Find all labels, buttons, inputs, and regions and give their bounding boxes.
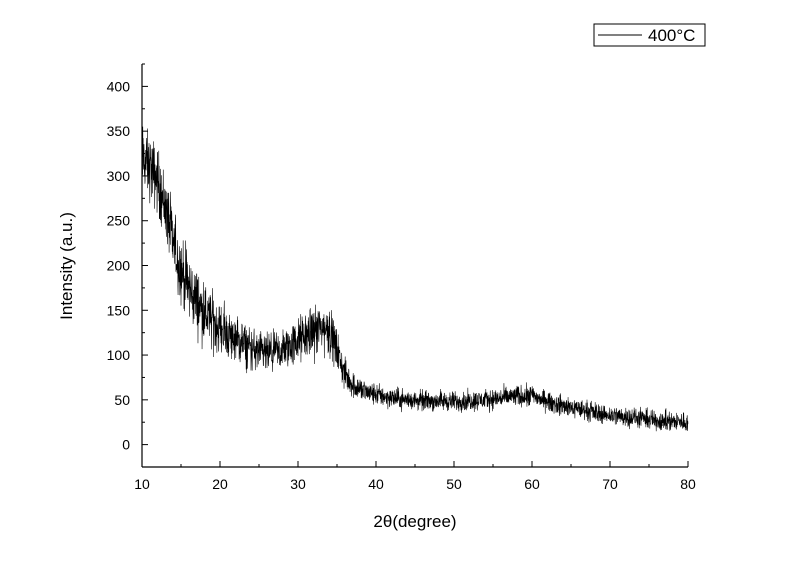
legend-label: 400°C (648, 26, 695, 45)
series-layer (141, 126, 689, 432)
y-tick-label: 400 (107, 78, 131, 94)
series-line-400C (141, 126, 689, 432)
y-tick-label: 350 (107, 123, 131, 139)
x-tick-label: 10 (134, 476, 150, 492)
x-tick-label: 60 (524, 476, 540, 492)
ticks-layer: 10 20 30 40 50 60 70 80 0 50 100 150 200 250 300 350 400 (107, 63, 696, 492)
legend-box (593, 23, 706, 47)
x-tick-label: 30 (290, 476, 306, 492)
legend: 400°C (593, 23, 706, 47)
x-tick-label: 80 (680, 476, 696, 492)
y-tick-label: 0 (122, 437, 130, 453)
y-tick-label: 50 (114, 392, 130, 408)
x-tick-label: 40 (368, 476, 384, 492)
x-tick-label: 70 (602, 476, 618, 492)
x-axis-title: 2θ(degree) (373, 512, 456, 531)
y-axis-title: Intensity (a.u.) (57, 212, 76, 320)
axes-layer (141, 64, 688, 468)
y-tick-label: 100 (107, 347, 131, 363)
y-tick-label: 150 (107, 302, 131, 318)
y-tick-label: 250 (107, 213, 131, 229)
x-tick-label: 50 (446, 476, 462, 492)
y-tick-label: 300 (107, 168, 131, 184)
x-tick-label: 20 (212, 476, 228, 492)
y-tick-label: 200 (107, 258, 131, 274)
